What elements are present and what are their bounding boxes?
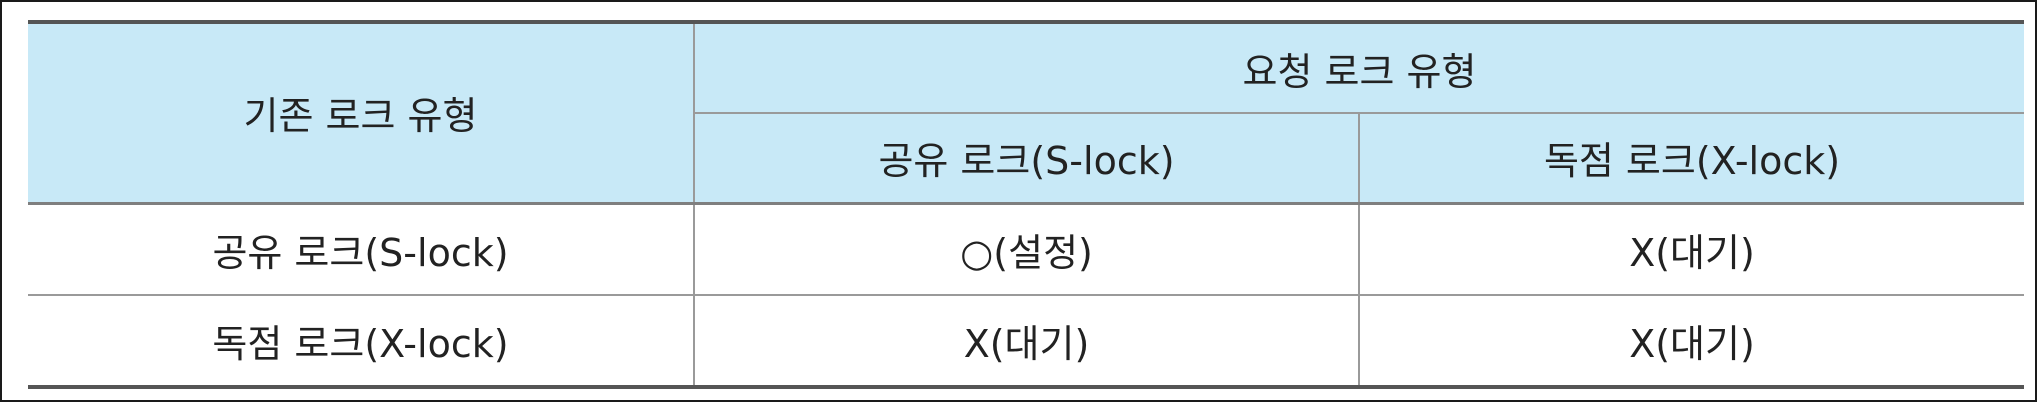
- cell-x-s: X(대기): [693, 295, 1359, 387]
- row-label-s-lock: 공유 로크(S-lock): [28, 203, 694, 296]
- row-label-x-lock: 독점 로크(X-lock): [28, 295, 694, 387]
- column-header-x-lock: 독점 로크(X-lock): [1357, 113, 2025, 205]
- header-row-1: 기존 로크 유형 요청 로크 유형: [28, 22, 2025, 205]
- cell-x-x: X(대기): [1357, 295, 2025, 387]
- lock-compatibility-table: 기존 로크 유형 요청 로크 유형 공유 로크(S-lock) 독점 로크(X-…: [28, 20, 2025, 389]
- cell-s-s: ○(설정): [693, 203, 1359, 296]
- table-row: 독점 로크(X-lock) X(대기) X(대기): [28, 295, 2025, 387]
- header-row-2: 공유 로크(S-lock) 독점 로크(X-lock): [28, 113, 2025, 205]
- column-group-title: 요청 로크 유형: [692, 22, 2025, 114]
- row-header-title: 기존 로크 유형: [28, 22, 694, 205]
- table-row: 공유 로크(S-lock) ○(설정) X(대기): [28, 203, 2025, 296]
- column-header-s-lock: 공유 로크(S-lock): [693, 113, 1359, 205]
- cell-s-x: X(대기): [1357, 203, 2025, 296]
